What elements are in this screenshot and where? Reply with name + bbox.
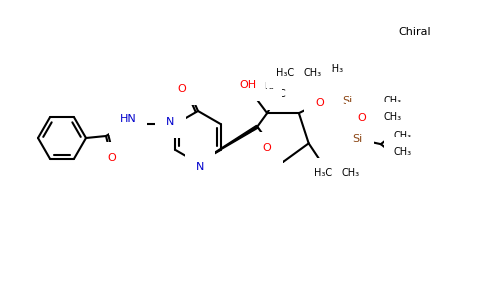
Text: CH₃: CH₃ [394, 147, 412, 157]
Text: OH: OH [240, 80, 257, 90]
Text: CH₃: CH₃ [394, 131, 412, 141]
Text: Si: Si [353, 134, 363, 144]
Text: CH₃: CH₃ [384, 96, 402, 106]
Text: H₃: H₃ [264, 82, 274, 91]
Text: H₃C: H₃C [276, 68, 294, 78]
Text: CH₃: CH₃ [304, 68, 322, 78]
Text: CH₃: CH₃ [342, 168, 360, 178]
Text: N: N [196, 162, 204, 172]
Text: O: O [107, 153, 116, 163]
Text: O: O [358, 113, 366, 123]
Text: O: O [316, 98, 324, 108]
Text: O: O [263, 143, 272, 153]
Text: H₃C: H₃C [298, 64, 316, 74]
Text: CH₃: CH₃ [326, 64, 344, 74]
Text: N: N [166, 117, 175, 127]
Polygon shape [198, 125, 258, 163]
Text: C: C [277, 89, 285, 99]
Text: O: O [341, 164, 350, 174]
Text: H₃C: H₃C [314, 168, 332, 178]
Text: Chiral: Chiral [399, 27, 431, 37]
Text: CH₃: CH₃ [384, 112, 402, 122]
Text: HN: HN [120, 114, 136, 124]
Text: Si: Si [343, 96, 353, 106]
Text: O: O [178, 84, 186, 94]
